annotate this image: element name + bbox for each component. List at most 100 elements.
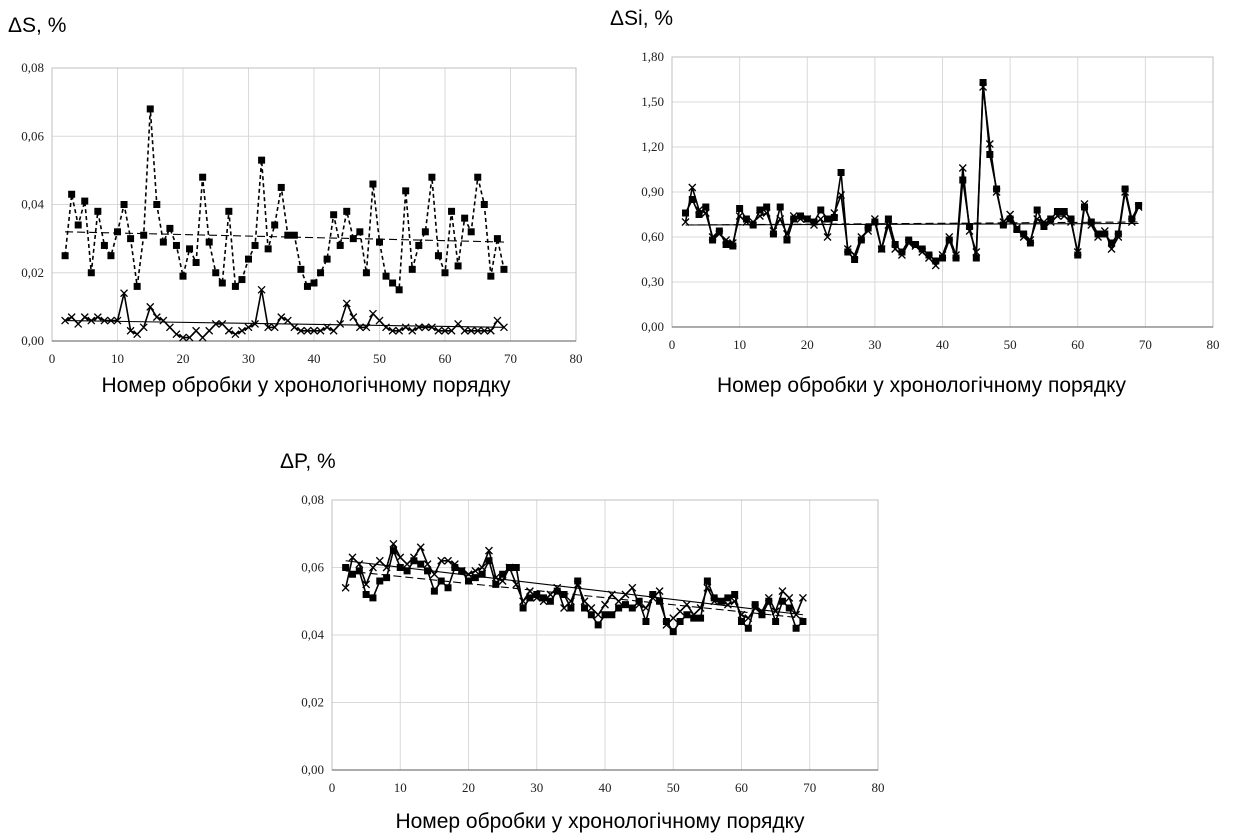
chart-si-series-2-point — [715, 230, 724, 238]
chart-s-series-2-point — [179, 333, 187, 342]
chart-s-series-2-point — [368, 309, 377, 318]
chart-si-series-1-point — [824, 215, 832, 223]
chart-p-series-1-point — [690, 614, 698, 622]
chart-si-series-2-point — [918, 248, 927, 256]
chart-s-series-1-point — [225, 207, 233, 215]
chart-si-series-1-point — [796, 212, 804, 220]
chart-p-series-2-point — [621, 590, 630, 599]
chart-p-series-1-point — [403, 567, 411, 575]
chart-si-xtick-label: 30 — [868, 337, 881, 352]
chart-si-series-1-point — [1074, 251, 1082, 259]
chart-s-series-1-point — [81, 197, 89, 205]
chart-s-series-1-point — [290, 231, 298, 239]
chart-p-series-1-point — [553, 587, 561, 595]
chart-p-series-2-point — [464, 570, 473, 579]
chart-si-series-1-point — [1108, 239, 1116, 247]
chart-si-plot: 0 10 20 30 40 50 60 70 80 0,00 0,30 0,60 0,90 1,20 1,5… — [641, 49, 1219, 352]
chart-si-series-1-point — [986, 151, 994, 158]
chart-si-series-1-point — [1006, 215, 1014, 223]
chart-s-series-1-point — [271, 221, 279, 229]
chart-p-series-1-point — [512, 564, 520, 571]
chart-s-series-2-point — [434, 326, 443, 335]
chart-si-ytick-label: 1,50 — [641, 94, 664, 109]
chart-p-series-2-point — [641, 604, 650, 612]
chart-p-series-1-point — [615, 604, 623, 612]
chart-s-series-2-point — [414, 323, 423, 332]
chart-s-series-2-point — [329, 326, 338, 335]
chart-si-ytick-label: 1,80 — [641, 49, 664, 64]
chart-p-series-1-point — [540, 594, 548, 602]
chart-s-series-1-point — [343, 207, 351, 215]
chart-si-series-1-point — [905, 236, 913, 244]
chart-si-xtick-label: 40 — [936, 337, 949, 352]
chart-s-xlabel: Номер обробки у хронологічному порядку — [101, 374, 511, 397]
chart-si-series-1-point — [790, 215, 798, 223]
chart-si-series-1-point — [1033, 206, 1041, 214]
chart-s-series-2-point — [427, 323, 436, 332]
chart-s-series-1-point — [362, 269, 370, 277]
chart-s-series-2-point — [270, 323, 279, 332]
chart-s-series-1-point — [448, 207, 456, 215]
chart-s-series-2-point — [336, 319, 345, 328]
chart-p-series-1-point — [703, 577, 711, 585]
chart-s-series-1-point — [179, 272, 187, 280]
chart-p-series-2-point — [751, 604, 760, 612]
chart-p-series-1-point — [451, 564, 459, 571]
chart-si-series-1-point — [952, 254, 960, 262]
chart-s-series-2-point — [74, 319, 83, 328]
chart-p-series-2-point — [635, 600, 644, 609]
chart-si-series-1-point — [722, 241, 730, 248]
chart-si-series-1-point — [736, 205, 744, 212]
chart-si-series-1-point — [729, 242, 737, 250]
chart-s-series-2-point — [408, 326, 417, 335]
chart-s-series-1-point — [369, 180, 377, 188]
chart-si-series-2-point — [762, 209, 771, 217]
chart-si-series-2-point — [1060, 212, 1069, 220]
chart-s-series-2-point — [146, 302, 155, 311]
chart-s-series-1-point — [395, 286, 403, 294]
chart-s-series-1-point — [408, 265, 416, 273]
chart-s-series-2-point — [290, 323, 299, 332]
chart-p-series-2-point — [403, 560, 412, 569]
chart-p-series-1-point — [478, 570, 486, 578]
chart-si-series-2-point — [931, 261, 940, 270]
chart-s-series-1-point — [218, 279, 226, 287]
chart-si-series-2-point — [1033, 215, 1042, 223]
chart-s-series-1-point — [74, 221, 82, 229]
chart-p-series-1-point — [642, 618, 650, 625]
chart-si-series-2-point — [992, 188, 1001, 196]
chart-p-series-1-point — [471, 574, 479, 582]
chart-p-series-1-point — [799, 618, 807, 625]
chart-si-series-2-point — [864, 227, 873, 235]
chart-p-series-2-point — [798, 593, 807, 602]
chart-s-series-1-point — [461, 214, 469, 222]
chart-p-series-2-point — [792, 610, 801, 619]
chart-si-series-1-point — [830, 214, 838, 221]
chart-s-series-1-point — [493, 235, 501, 243]
chart-si-series-1-point — [1040, 223, 1048, 230]
chart-s-series-1-point — [487, 272, 495, 280]
chart-si-series-1-point — [810, 218, 818, 226]
chart-p-series-2-point — [416, 543, 425, 552]
chart-si-xtick-label: 60 — [1071, 337, 1084, 352]
chart-s-series-2-point — [126, 326, 135, 335]
chart-si-series-2-point — [911, 242, 920, 250]
chart-s-series-2-point — [277, 313, 286, 322]
chart-p-series-2-point — [444, 556, 452, 565]
chart-s-series-1-point — [68, 190, 76, 198]
chart-s-series-2-point — [323, 323, 332, 332]
chart-s-xtick-label: 20 — [177, 351, 190, 366]
chart-si-series-1-point — [688, 196, 696, 203]
chart-p-series-1-point — [621, 601, 629, 609]
chart-p-series-2-point — [587, 604, 596, 612]
chart-s-series-2-point — [165, 323, 174, 332]
chart-s-series-1-point — [140, 231, 148, 239]
chart-s-xtick-label: 40 — [308, 351, 321, 366]
chart-p-series-2-point — [662, 620, 671, 629]
chart-si-series-2-point — [870, 215, 879, 223]
chart-si-series-2-point — [789, 212, 798, 220]
chart-si-series-2-point — [783, 230, 791, 238]
chart-si-series-1-point — [1087, 218, 1095, 226]
chart-si-series-2-point — [681, 218, 690, 226]
chart-p-series-1-point — [628, 604, 636, 612]
